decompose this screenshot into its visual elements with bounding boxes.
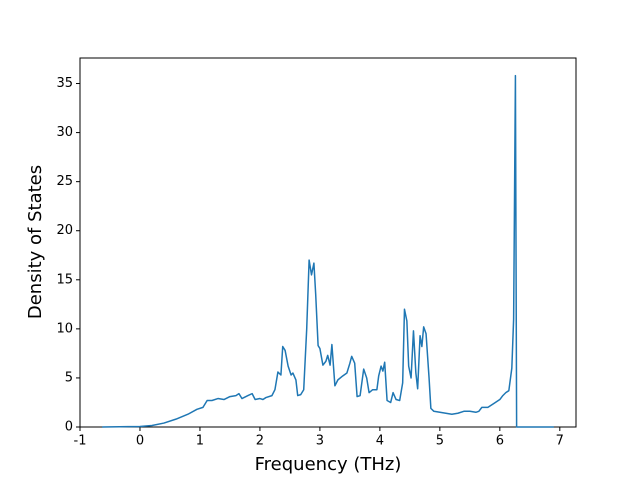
- y-axis-label: Density of States: [25, 165, 46, 319]
- x-tick-label: 1: [196, 434, 204, 449]
- plot-frame: [79, 57, 577, 428]
- x-tick-label: 6: [496, 434, 504, 449]
- x-tick-label: 2: [256, 434, 264, 449]
- y-tick-label: 35: [56, 76, 73, 91]
- y-tick-label: 15: [56, 272, 73, 287]
- data-line: [102, 74, 554, 428]
- y-tick-label: 25: [56, 174, 73, 189]
- x-tick-label: 4: [376, 434, 384, 449]
- y-tick-label: 0: [65, 420, 73, 435]
- x-tick-label: 0: [136, 434, 144, 449]
- y-tick-label: 30: [56, 125, 73, 140]
- y-tick-label: 10: [56, 321, 73, 336]
- x-tick-label: 3: [316, 434, 324, 449]
- x-tick-label: 5: [436, 434, 444, 449]
- x-axis-label: Frequency (THz): [255, 454, 402, 475]
- x-tick-label: -1: [74, 434, 87, 449]
- y-tick-label: 5: [65, 370, 73, 385]
- x-tick-label: 7: [556, 434, 564, 449]
- y-tick-label: 20: [56, 223, 73, 238]
